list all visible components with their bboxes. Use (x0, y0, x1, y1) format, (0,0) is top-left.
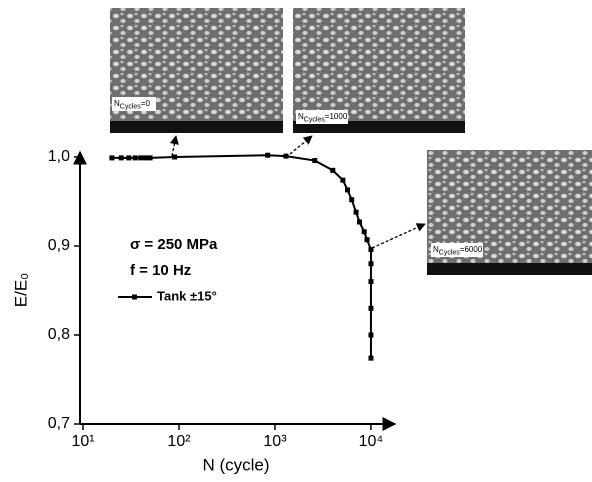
legend-marker (132, 294, 137, 300)
data-point (118, 155, 124, 161)
data-point (109, 155, 115, 161)
image-label-box (296, 110, 348, 124)
label-base: N (298, 112, 304, 121)
y-tick-label: 0,8 (48, 326, 70, 343)
data-point (312, 158, 318, 164)
data-point (340, 177, 346, 183)
y-axis-label: E/E₀ (11, 273, 30, 307)
data-point (361, 229, 367, 235)
label-value: =0 (141, 99, 151, 108)
label-base: N (114, 99, 120, 108)
y-tick-label: 0,7 (48, 415, 70, 432)
data-point (368, 261, 374, 267)
annotation: f = 10 Hz (130, 262, 191, 279)
data-point (368, 355, 374, 361)
x-tick-label: 10⁴ (359, 433, 384, 450)
image-label-box (112, 97, 156, 111)
sem-image (110, 8, 283, 133)
y-tick-label: 1,0 (48, 148, 70, 165)
data-point (283, 153, 289, 159)
data-line (111, 154, 372, 359)
data-point (368, 332, 374, 338)
image-label: NCycles=1000 (298, 112, 348, 123)
label-sub: Cycles (439, 249, 461, 256)
data-point (132, 155, 138, 161)
data-point (143, 155, 149, 161)
x-axis-label: N (cycle) (202, 455, 269, 474)
y-tick-label: 0,9 (48, 237, 70, 254)
data-point (364, 237, 370, 243)
x-tick-label: 10² (167, 433, 191, 450)
image-label-box (431, 243, 483, 257)
data-point (368, 279, 374, 285)
data-point (330, 167, 336, 173)
label-value: =6000 (460, 245, 483, 254)
sem-info-bar (110, 121, 283, 133)
axes (73, 150, 397, 431)
arrow (371, 223, 426, 249)
arrow (289, 135, 313, 155)
data-point (357, 219, 363, 225)
annotation: σ = 250 MPa (130, 236, 218, 253)
image-arrows (169, 135, 426, 249)
label-sub: Cycles (120, 103, 142, 110)
x-tick-label: 10³ (263, 433, 287, 450)
data-point (353, 209, 359, 215)
data-point (349, 197, 355, 203)
arrow (169, 135, 179, 157)
data-point (265, 152, 271, 158)
data-point (126, 155, 132, 161)
image-label: NCycles=6000 (433, 245, 483, 256)
data-point (368, 247, 374, 253)
sem-images (110, 8, 592, 275)
data-point (172, 154, 178, 160)
x-tick-label: 10¹ (71, 433, 94, 450)
sem-info-bar (427, 263, 592, 275)
data-point (147, 155, 153, 161)
data-point (138, 155, 144, 161)
data-point (368, 305, 374, 311)
label-sub: Cycles (304, 116, 326, 123)
image-label: NCycles=0 (114, 99, 150, 110)
legend-label: Tank ±15° (157, 288, 217, 303)
label-base: N (433, 245, 439, 254)
data-point (345, 187, 351, 193)
label-value: =1000 (325, 112, 348, 121)
